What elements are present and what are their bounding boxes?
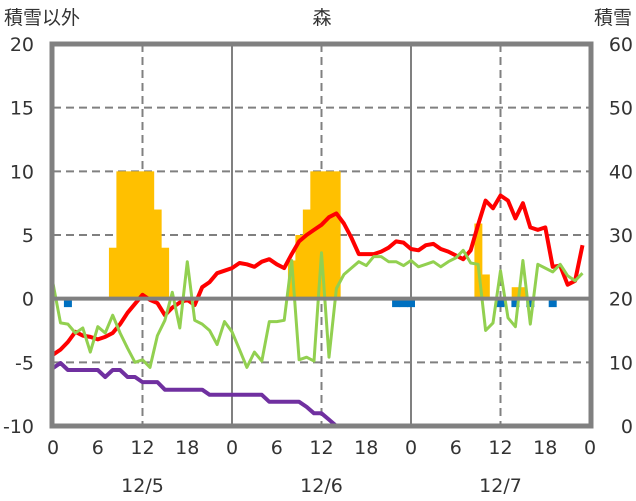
bar bbox=[146, 171, 155, 299]
bar bbox=[123, 171, 132, 299]
x-tick-label: 0 bbox=[405, 437, 417, 459]
marker-series bbox=[63, 300, 557, 308]
x-tick-label: 0 bbox=[47, 437, 59, 459]
marker bbox=[511, 300, 520, 308]
right-tick-label: 10 bbox=[609, 352, 633, 374]
right-tick-label: 50 bbox=[609, 98, 633, 120]
date-label: 12/7 bbox=[479, 475, 522, 497]
x-tick-label: 0 bbox=[226, 437, 238, 459]
x-tick-label: 18 bbox=[533, 437, 557, 459]
x-tick-label: 6 bbox=[92, 437, 104, 459]
right-tick-label: 30 bbox=[609, 225, 633, 247]
bar bbox=[131, 171, 140, 299]
left-tick-label: 5 bbox=[22, 225, 34, 247]
x-tick-label: 12 bbox=[130, 437, 154, 459]
right-axis-title: 積雪 bbox=[594, 7, 632, 29]
x-tick-label: 6 bbox=[271, 437, 283, 459]
bar bbox=[317, 171, 326, 299]
bar-series bbox=[108, 171, 528, 299]
date-label: 12/5 bbox=[121, 475, 164, 497]
x-tick-label: 0 bbox=[584, 437, 596, 459]
right-tick-label: 40 bbox=[609, 161, 633, 183]
red-line bbox=[51, 193, 585, 357]
x-tick-label: 18 bbox=[354, 437, 378, 459]
marker bbox=[526, 300, 535, 308]
bar bbox=[481, 274, 490, 299]
plot-border bbox=[49, 41, 594, 429]
green-line bbox=[51, 248, 584, 369]
bar bbox=[153, 209, 162, 299]
x-tick-label: 6 bbox=[450, 437, 462, 459]
left-axis-title: 積雪以外 bbox=[4, 7, 80, 29]
left-tick-label: 10 bbox=[10, 161, 34, 183]
bar bbox=[325, 171, 334, 299]
bar bbox=[511, 287, 520, 299]
bar bbox=[310, 171, 319, 299]
snow-depth bbox=[51, 361, 583, 428]
bar bbox=[332, 171, 341, 299]
x-tick-label: 12 bbox=[309, 437, 333, 459]
left-tick-label: 15 bbox=[10, 98, 34, 120]
plot-frame bbox=[49, 41, 594, 429]
bar bbox=[161, 247, 170, 299]
left-tick-label: -5 bbox=[15, 352, 34, 374]
bar bbox=[108, 247, 117, 299]
left-tick-label: 20 bbox=[10, 34, 34, 56]
x-tick-label: 18 bbox=[175, 437, 199, 459]
left-tick-label: 0 bbox=[22, 289, 34, 311]
x-tick-label: 12 bbox=[488, 437, 512, 459]
bar bbox=[474, 223, 483, 299]
bar bbox=[302, 209, 311, 299]
bar bbox=[116, 171, 125, 299]
chart-title: 森 bbox=[312, 7, 331, 29]
left-tick-label: -10 bbox=[3, 416, 34, 438]
marker bbox=[399, 300, 408, 308]
right-tick-label: 60 bbox=[609, 34, 633, 56]
right-tick-label: 0 bbox=[621, 416, 633, 438]
marker bbox=[548, 300, 557, 308]
marker bbox=[63, 300, 72, 308]
grid bbox=[53, 44, 590, 426]
marker bbox=[407, 300, 415, 308]
marker bbox=[392, 300, 401, 308]
right-tick-label: 20 bbox=[609, 289, 633, 311]
bar bbox=[295, 235, 304, 299]
bar bbox=[138, 171, 147, 299]
bar bbox=[519, 287, 528, 299]
date-label: 12/6 bbox=[300, 475, 343, 497]
marker bbox=[496, 300, 505, 308]
